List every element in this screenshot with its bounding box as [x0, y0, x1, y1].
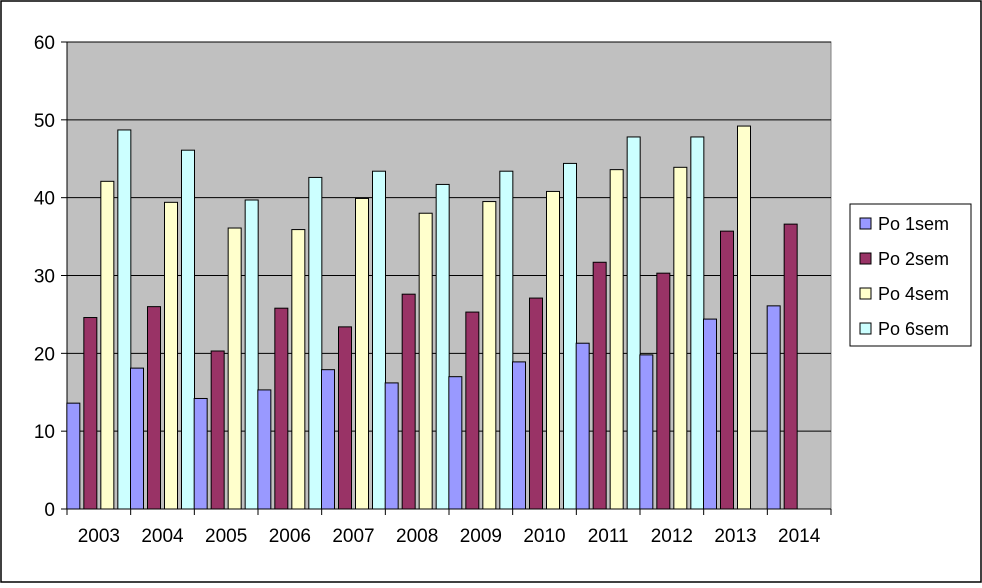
x-tick-label: 2006	[269, 526, 311, 547]
bar	[244, 199, 259, 510]
bar	[372, 170, 386, 510]
bar	[210, 350, 225, 510]
y-tick-label: 50	[34, 111, 55, 132]
bar	[626, 136, 641, 510]
bar	[117, 129, 132, 510]
x-tick-label: 2011	[588, 526, 629, 547]
bar	[690, 136, 705, 510]
bar	[83, 317, 98, 510]
y-tick-label: 60	[34, 33, 55, 54]
bar	[401, 293, 416, 510]
y-tick-label: 20	[34, 344, 55, 365]
bar	[546, 190, 560, 510]
bar	[321, 369, 335, 510]
bar	[355, 197, 369, 510]
x-tick-label: 2005	[205, 526, 247, 547]
bar	[609, 169, 624, 510]
bar	[703, 318, 717, 510]
bar	[592, 261, 607, 510]
y-tick-label: 40	[34, 189, 55, 210]
bar	[338, 326, 352, 510]
y-tick-label: 10	[34, 422, 55, 443]
bar	[66, 402, 81, 510]
bar	[512, 361, 526, 510]
bar	[257, 389, 272, 510]
legend-swatch	[859, 252, 872, 265]
bar	[435, 183, 450, 510]
bar	[720, 230, 734, 510]
legend-swatch	[859, 287, 872, 300]
y-tick-label: 0	[44, 500, 55, 521]
legend-label: Po 6sem	[878, 319, 949, 339]
bar	[465, 311, 480, 510]
bar	[563, 162, 577, 510]
x-tick-label: 2008	[396, 526, 438, 547]
bar	[147, 306, 161, 510]
legend-swatch	[859, 322, 872, 335]
bar	[181, 149, 195, 510]
x-tick-label: 2003	[78, 526, 120, 547]
x-tick-label: 2012	[651, 526, 693, 547]
bar	[656, 272, 671, 510]
x-tick-label: 2004	[141, 526, 184, 547]
bar	[575, 342, 590, 510]
bar	[227, 227, 242, 510]
y-tick-label: 30	[34, 267, 55, 288]
bar	[418, 212, 433, 510]
bar	[130, 367, 144, 510]
bar	[766, 305, 781, 510]
x-tick-label: 2010	[523, 526, 565, 547]
bar	[639, 354, 654, 510]
legend-label: Po 1sem	[878, 214, 949, 234]
bar	[482, 201, 497, 510]
legend-label: Po 4sem	[878, 284, 949, 304]
legend-label: Po 2sem	[878, 249, 949, 269]
bar	[673, 166, 688, 510]
x-tick-label: 2014	[778, 526, 821, 547]
bar	[100, 180, 115, 510]
bar	[164, 201, 178, 510]
bar	[499, 170, 514, 510]
bar	[291, 229, 306, 510]
legend-swatch	[859, 217, 872, 230]
bar	[384, 382, 399, 510]
bar	[448, 376, 463, 510]
x-tick-label: 2009	[460, 526, 502, 547]
x-tick-label: 2013	[714, 526, 756, 547]
bar	[529, 297, 543, 510]
bar	[193, 397, 208, 510]
bar	[308, 176, 323, 510]
x-tick-label: 2007	[332, 526, 374, 547]
bar	[783, 223, 798, 510]
bar	[737, 125, 751, 510]
bar	[274, 307, 289, 510]
